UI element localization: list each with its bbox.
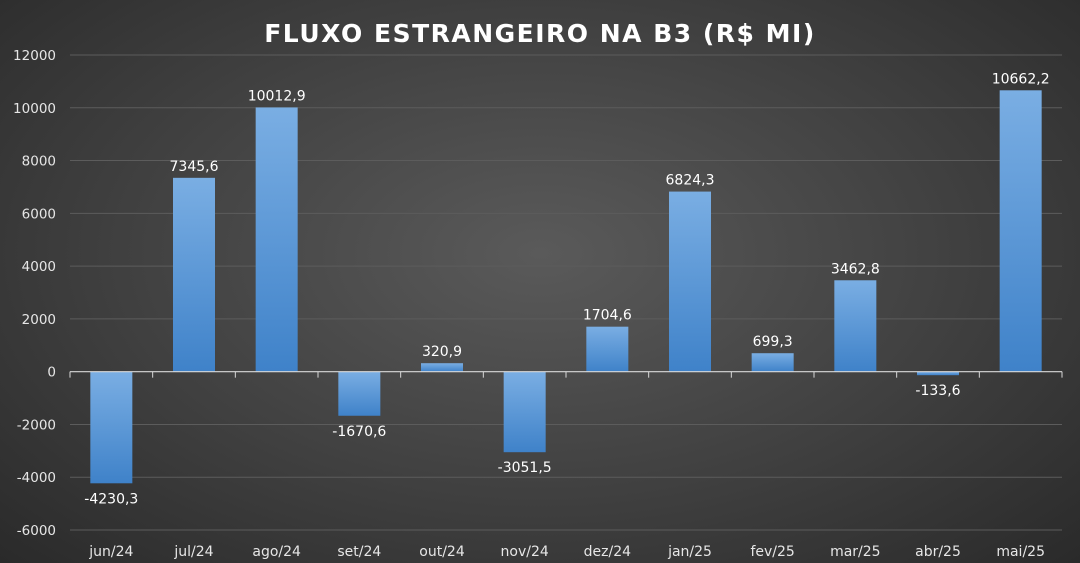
x-tick-label: ago/24	[252, 544, 301, 560]
y-tick-label: 6000	[22, 206, 56, 222]
bar	[999, 90, 1042, 372]
x-tick-label: nov/24	[501, 544, 549, 560]
bar	[338, 371, 381, 416]
category-labels: jun/24 jul/24 ago/24 set/24 out/24 nov/24 dez/…	[88, 544, 1045, 560]
x-tick-label: jan/25	[667, 544, 712, 560]
data-label: 10012,9	[248, 88, 306, 104]
bar	[90, 371, 133, 484]
data-label: -1670,6	[332, 424, 386, 440]
bar	[421, 363, 463, 372]
y-tick-label: 12000	[13, 48, 56, 64]
bar	[255, 107, 298, 372]
data-label: 699,3	[753, 334, 793, 350]
bar	[669, 191, 711, 372]
x-tick-label: dez/24	[584, 544, 631, 560]
data-label: 10662,2	[992, 71, 1050, 87]
y-tick-label: 10000	[13, 101, 56, 117]
bars	[90, 90, 1042, 484]
bar	[586, 326, 629, 372]
data-label: 1704,6	[583, 308, 632, 324]
y-axis-tick-labels: 12000 10000 8000 6000 4000 2000 0 -2000 -4000 -60…	[13, 48, 56, 539]
y-tick-label: -4000	[17, 470, 56, 486]
x-tick-label: jun/24	[88, 544, 133, 560]
bar	[503, 371, 546, 453]
data-label: 6824,3	[666, 173, 715, 189]
y-tick-label: 8000	[22, 154, 56, 170]
x-tick-label: mai/25	[996, 544, 1045, 560]
x-tick-label: mar/25	[830, 544, 881, 560]
x-tick-label: jul/24	[173, 544, 213, 560]
x-tick-label: out/24	[419, 544, 465, 560]
y-tick-label: 2000	[22, 312, 56, 328]
data-label: -4230,3	[84, 491, 138, 507]
data-label: 7345,6	[170, 159, 219, 175]
bar	[173, 177, 215, 372]
x-tick-label: fev/25	[750, 544, 794, 560]
y-tick-label: 0	[47, 365, 56, 381]
data-label: 3462,8	[831, 261, 880, 277]
y-tick-label: 4000	[22, 259, 56, 275]
x-axis	[69, 371, 1063, 378]
bar	[751, 353, 794, 372]
gridlines	[70, 54, 1062, 531]
data-label: -3051,5	[498, 460, 552, 476]
x-tick-label: set/24	[337, 544, 381, 560]
chart-title: FLUXO ESTRANGEIRO NA B3 (R$ MI)	[264, 19, 816, 48]
data-labels: -4230,3 7345,6 10012,9 -1670,6 320,9 -3051,5 1…	[84, 71, 1049, 507]
bar	[917, 371, 959, 376]
y-tick-label: -2000	[17, 417, 56, 433]
data-label: 320,9	[422, 344, 462, 360]
data-label: -133,6	[915, 383, 960, 399]
x-tick-label: abr/25	[915, 544, 961, 560]
y-tick-label: -6000	[17, 523, 56, 539]
bar	[834, 280, 877, 372]
